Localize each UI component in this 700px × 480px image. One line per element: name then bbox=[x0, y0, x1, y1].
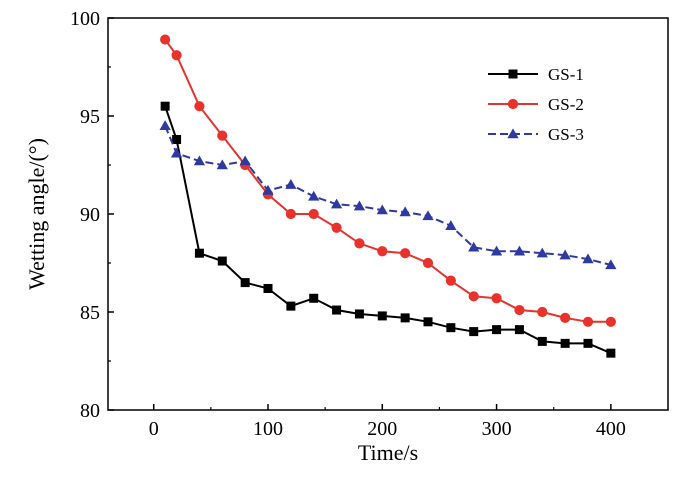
data-point bbox=[513, 245, 526, 256]
data-point bbox=[537, 306, 548, 318]
data-point bbox=[400, 313, 410, 323]
x-axis: 0 100 200 300 400 bbox=[149, 404, 626, 440]
data-point bbox=[160, 34, 171, 45]
data-point bbox=[170, 147, 183, 158]
y-tick-label: 80 bbox=[80, 400, 100, 422]
data-point bbox=[582, 316, 594, 327]
legend-label: GS-1 bbox=[548, 65, 584, 84]
data-point bbox=[400, 248, 411, 259]
data-point bbox=[492, 325, 502, 335]
legend: GS-1 GS-2 GS-3 bbox=[488, 65, 584, 144]
data-point bbox=[308, 190, 320, 201]
series-line bbox=[164, 38, 611, 323]
series-gs-3 bbox=[159, 120, 617, 270]
data-point bbox=[536, 247, 548, 258]
data-point bbox=[423, 317, 433, 327]
data-point bbox=[285, 178, 297, 189]
y-tick-label: 85 bbox=[80, 302, 100, 324]
data-point bbox=[446, 323, 456, 333]
data-point bbox=[605, 316, 616, 327]
data-point bbox=[605, 259, 617, 270]
data-point bbox=[353, 200, 366, 211]
data-point bbox=[193, 155, 206, 166]
y-axis-title: Wetting angle/(°) bbox=[24, 138, 49, 290]
data-point bbox=[514, 304, 525, 316]
data-point bbox=[422, 257, 434, 269]
data-point bbox=[468, 241, 480, 252]
data-point bbox=[308, 208, 319, 220]
legend-marker bbox=[508, 69, 518, 79]
data-point bbox=[172, 135, 182, 145]
data-point bbox=[490, 245, 503, 256]
data-point bbox=[194, 248, 204, 258]
legend-marker bbox=[507, 128, 519, 139]
legend-marker bbox=[507, 98, 519, 110]
data-point bbox=[377, 246, 388, 257]
data-point bbox=[240, 278, 250, 288]
y-tick-label: 100 bbox=[70, 8, 100, 30]
data-point bbox=[239, 155, 251, 166]
data-point bbox=[171, 50, 182, 61]
data-point bbox=[445, 220, 457, 230]
data-point bbox=[354, 238, 365, 249]
data-point bbox=[445, 275, 456, 286]
data-point bbox=[560, 312, 571, 323]
data-point bbox=[491, 293, 502, 304]
data-point bbox=[262, 184, 274, 195]
x-axis-title: Time/s bbox=[358, 440, 418, 465]
data-point bbox=[514, 325, 524, 335]
data-point bbox=[216, 159, 228, 170]
data-point bbox=[537, 336, 547, 346]
data-point bbox=[331, 222, 342, 233]
x-tick-label: 200 bbox=[367, 418, 397, 440]
data-point bbox=[309, 293, 319, 303]
x-tick-label: 0 bbox=[149, 418, 159, 440]
y-axis: 80 85 90 95 100 bbox=[70, 8, 114, 422]
legend-entry: GS-3 bbox=[488, 125, 584, 144]
x-tick-label: 400 bbox=[596, 418, 626, 440]
data-point bbox=[469, 327, 479, 337]
legend-label: GS-2 bbox=[548, 95, 584, 114]
x-tick-label: 100 bbox=[253, 418, 283, 440]
y-tick-label: 90 bbox=[80, 204, 100, 226]
data-point bbox=[582, 253, 594, 264]
data-point bbox=[194, 101, 205, 112]
data-point bbox=[159, 120, 171, 131]
data-point bbox=[286, 301, 296, 311]
data-point bbox=[468, 291, 479, 302]
data-point bbox=[354, 309, 364, 319]
data-point bbox=[377, 311, 387, 321]
legend-entry: GS-2 bbox=[488, 95, 584, 114]
data-point bbox=[399, 206, 411, 217]
legend-label: GS-3 bbox=[548, 125, 584, 144]
data-point bbox=[160, 101, 170, 111]
data-point bbox=[217, 130, 228, 141]
series-layer bbox=[159, 34, 617, 358]
data-point bbox=[606, 348, 616, 358]
data-point bbox=[330, 198, 343, 209]
series-gs-1 bbox=[160, 101, 616, 358]
data-point bbox=[583, 338, 593, 348]
legend-entry: GS-1 bbox=[488, 65, 584, 84]
data-point bbox=[376, 204, 388, 215]
data-point bbox=[559, 249, 571, 260]
data-point bbox=[560, 338, 570, 348]
y-tick-label: 95 bbox=[80, 106, 100, 128]
data-point bbox=[217, 256, 227, 266]
x-tick-label: 300 bbox=[482, 418, 512, 440]
data-point bbox=[422, 210, 434, 221]
data-point bbox=[263, 283, 273, 293]
data-point bbox=[285, 208, 296, 220]
data-point bbox=[332, 305, 342, 315]
